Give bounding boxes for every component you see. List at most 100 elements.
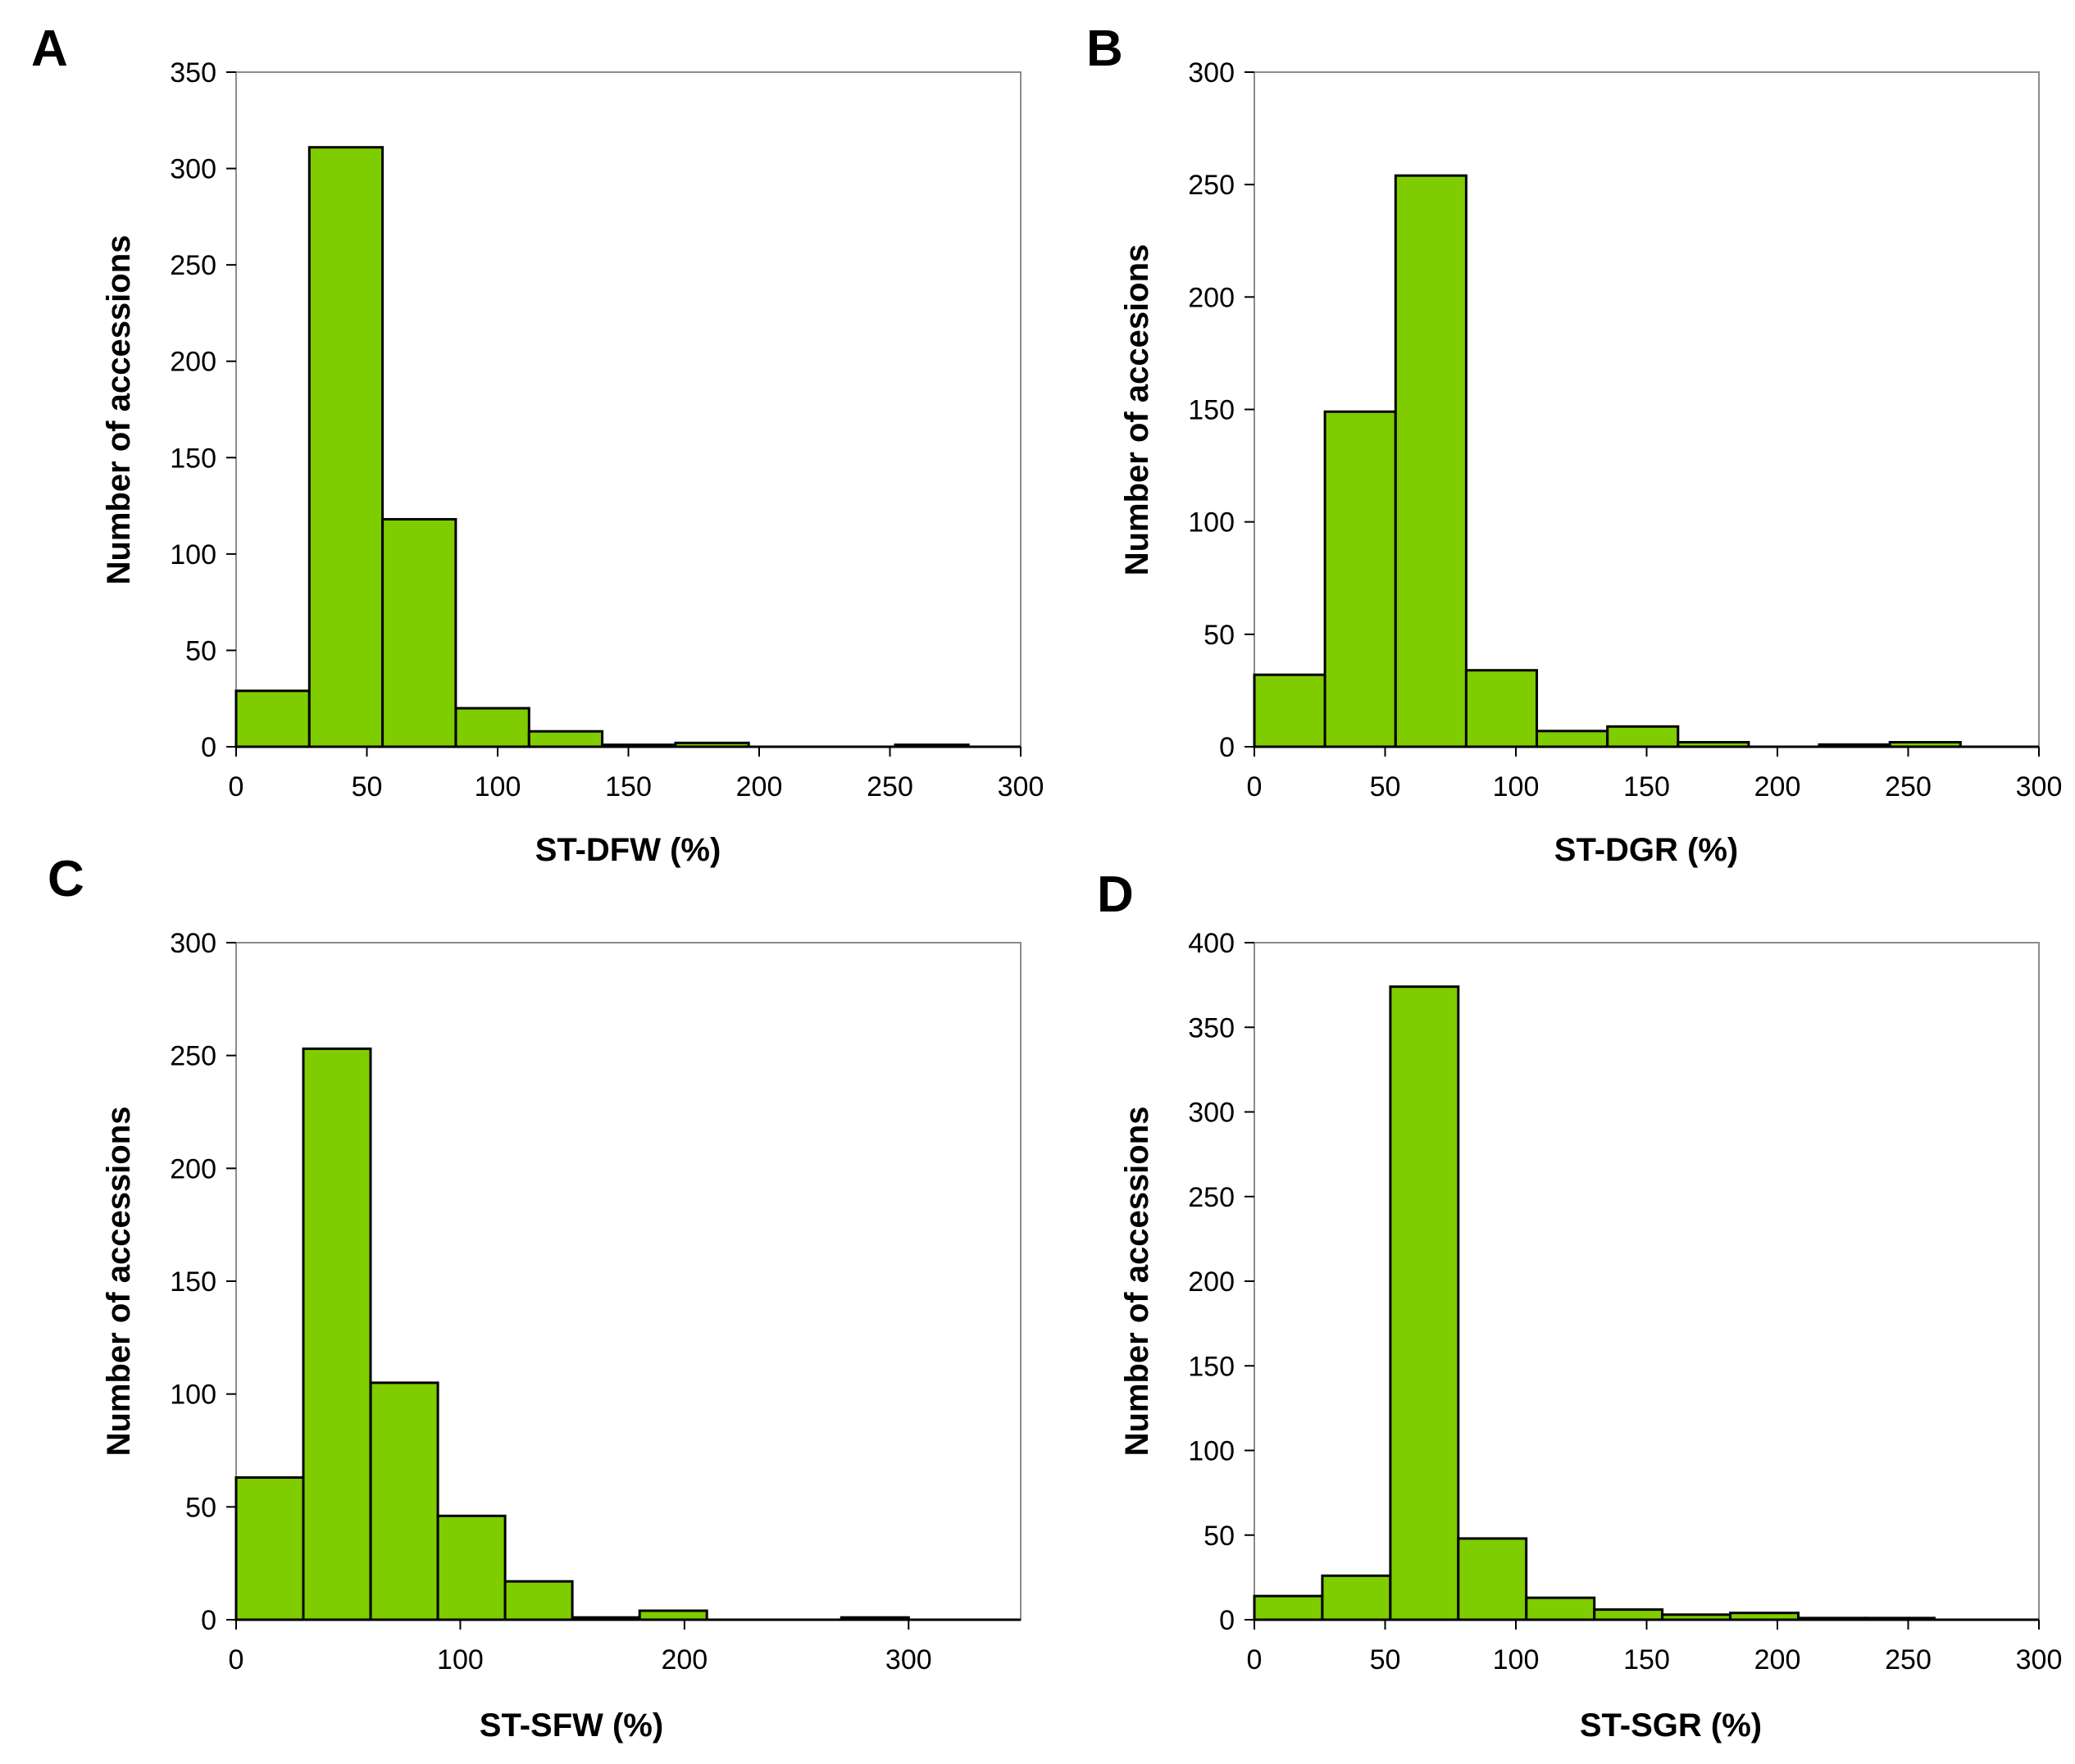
- panel-c-label: C: [48, 851, 84, 907]
- panel-d-bars: [1253, 985, 1936, 1621]
- panel-b-y-tick-label: 150: [1188, 395, 1235, 426]
- panel-b-bars: [1253, 174, 1962, 748]
- panel-d-bar-4: [1457, 1537, 1528, 1621]
- panel-b-x-ticks: 0 50 100 150 200 250 300: [1247, 747, 2063, 802]
- panel-a-y-tick-label: 350: [170, 57, 216, 89]
- panel-c-bar-2: [302, 1047, 372, 1621]
- panel-c-y-tick-label: 300: [170, 928, 216, 959]
- panel-d-x-tick-label: 250: [1885, 1644, 1932, 1675]
- panel-b-y-tick-label: 250: [1188, 170, 1235, 201]
- panel-a-x-tick-label: 100: [475, 771, 521, 802]
- panel-d-bar-5: [1525, 1596, 1596, 1621]
- panel-b-x-tick-label: 100: [1493, 771, 1540, 802]
- panel-c-x-ticks: 0 100 200 300: [229, 1620, 932, 1675]
- panel-a-x-tick-label: 200: [736, 771, 783, 802]
- panel-b-x-tick-label: 250: [1885, 771, 1932, 802]
- panel-c-bar-4: [436, 1514, 507, 1621]
- panel-b-bar-3: [1394, 174, 1468, 748]
- panel-b-x-axis-title: ST-DGR (%): [1554, 832, 1738, 868]
- panel-c-y-tick-label: 0: [201, 1605, 216, 1636]
- panel-a-x-tick-label: 0: [229, 771, 244, 802]
- panel-c-x-axis-title: ST-SFW (%): [480, 1707, 663, 1744]
- panel-a-x-ticks: 0 50 100 150 200 250 300: [229, 747, 1044, 802]
- panel-b-x-tick-label: 0: [1247, 771, 1263, 802]
- panel-a-y-tick-label: 150: [170, 443, 216, 474]
- panel-d-bar-3: [1389, 985, 1460, 1621]
- panel-a-y-tick-label: 300: [170, 154, 216, 185]
- panel-c-bar-3: [369, 1381, 439, 1621]
- panel-a-y-axis-title: Number of accessions: [101, 235, 137, 585]
- panel-b-label: B: [1086, 20, 1123, 77]
- panel-b-x-tick-label: 300: [2016, 771, 2063, 802]
- panel-c: C 0 50 100 150 200 250 300 0 100 200 300 ST-SFW (…: [48, 851, 1022, 1744]
- panel-a-y-tick-label: 100: [170, 539, 216, 571]
- panel-d-x-tick-label: 50: [1370, 1644, 1401, 1675]
- panel-b-bar-2: [1323, 410, 1397, 748]
- panel-c-y-axis-title: Number of accessions: [101, 1107, 137, 1457]
- panel-c-y-tick-label: 50: [185, 1492, 216, 1523]
- panel-d-x-tick-label: 100: [1493, 1644, 1540, 1675]
- panel-a-bar-2: [307, 146, 385, 748]
- panel-d-y-tick-label: 350: [1188, 1012, 1235, 1043]
- panel-d-x-tick-label: 300: [2016, 1644, 2063, 1675]
- panel-b-y-ticks: 0 50 100 150 200 250 300: [1188, 57, 1254, 763]
- panel-c-y-tick-label: 150: [170, 1266, 216, 1298]
- panel-b-bar-1: [1253, 673, 1326, 748]
- panel-d-bar-2: [1321, 1574, 1392, 1621]
- panel-b-x-tick-label: 200: [1754, 771, 1801, 802]
- panel-c-y-tick-label: 200: [170, 1153, 216, 1184]
- panel-b-bar-6: [1606, 725, 1680, 748]
- panel-c-bar-7: [638, 1609, 708, 1621]
- panel-c-x-tick-label: 100: [437, 1644, 484, 1675]
- panel-d-bar-1: [1253, 1594, 1324, 1621]
- panel-b-y-tick-label: 0: [1219, 732, 1235, 763]
- panel-d-y-ticks: 0 50 100 150 200 250 300 350 400: [1188, 928, 1254, 1636]
- panel-c-bar-5: [503, 1580, 574, 1621]
- panel-a-label: A: [31, 20, 68, 77]
- panel-d-x-axis-title: ST-SGR (%): [1580, 1707, 1762, 1744]
- panel-d-bar-6: [1593, 1608, 1664, 1621]
- panel-b-y-tick-label: 200: [1188, 282, 1235, 313]
- panel-c-y-tick-label: 100: [170, 1380, 216, 1411]
- panel-b-y-tick-label: 100: [1188, 507, 1235, 539]
- panel-a-x-tick-label: 250: [867, 771, 913, 802]
- panel-c-bar-1: [234, 1476, 305, 1621]
- panel-d-x-tick-label: 200: [1754, 1644, 1801, 1675]
- panel-a-y-tick-label: 250: [170, 250, 216, 281]
- panel-d-y-tick-label: 150: [1188, 1351, 1235, 1382]
- panel-b-x-tick-label: 150: [1623, 771, 1670, 802]
- panel-d-y-axis-title: Number of accessions: [1119, 1107, 1155, 1457]
- panel-d-x-ticks: 0 50 100 150 200 250 300: [1247, 1620, 2063, 1675]
- panel-d-y-tick-label: 400: [1188, 928, 1235, 959]
- panel-c-x-tick-label: 0: [229, 1644, 244, 1675]
- panel-c-x-tick-label: 300: [885, 1644, 932, 1675]
- panel-c-bars: [234, 1047, 910, 1621]
- panel-a: A 0 50 100 150 200 250 300 350 0 50 100 150 200 250 3…: [31, 20, 1044, 868]
- panel-a-y-tick-label: 200: [170, 347, 216, 378]
- panel-a-y-tick-label: 0: [201, 732, 216, 763]
- panel-a-bar-1: [234, 689, 311, 748]
- panel-a-y-ticks: 0 50 100 150 200 250 300 350: [170, 57, 236, 763]
- panel-b-y-tick-label: 300: [1188, 57, 1235, 89]
- panel-d-y-tick-label: 50: [1204, 1521, 1235, 1552]
- panel-b-bar-4: [1464, 669, 1539, 748]
- panel-d-plot-frame: [1254, 942, 2040, 1621]
- panel-a-x-tick-label: 50: [352, 771, 383, 802]
- panel-a-x-tick-label: 300: [998, 771, 1044, 802]
- panel-a-bars: [234, 146, 970, 748]
- panel-b-y-axis-title: Number of accesions: [1119, 244, 1155, 576]
- panel-d-y-tick-label: 300: [1188, 1098, 1235, 1129]
- panel-a-x-tick-label: 150: [605, 771, 652, 802]
- panel-d-x-tick-label: 150: [1623, 1644, 1670, 1675]
- panel-a-y-tick-label: 50: [185, 635, 216, 666]
- panel-a-x-axis-title: ST-DFW (%): [535, 832, 721, 868]
- panel-a-bar-5: [527, 730, 604, 748]
- panel-d-label: D: [1097, 866, 1134, 923]
- panel-a-bar-4: [454, 707, 530, 748]
- panel-c-y-tick-label: 250: [170, 1041, 216, 1072]
- panel-d-y-tick-label: 200: [1188, 1266, 1235, 1298]
- panel-d: D 0 50 100 150 200 250 300 350 400 0 50 100 150 200 2…: [1097, 866, 2062, 1744]
- panel-d-x-tick-label: 0: [1247, 1644, 1263, 1675]
